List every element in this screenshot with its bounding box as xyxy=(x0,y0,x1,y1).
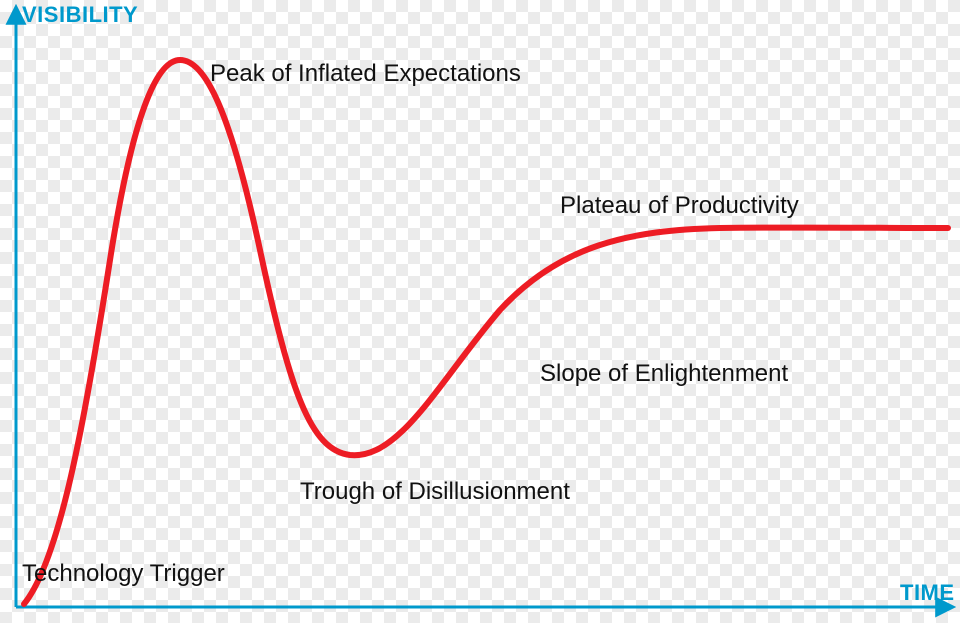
label-trough-disillusionment: Trough of Disillusionment xyxy=(300,478,570,506)
label-slope-enlightenment: Slope of Enlightenment xyxy=(540,360,788,388)
y-axis-label: VISIBILITY xyxy=(22,2,138,28)
label-plateau-productivity: Plateau of Productivity xyxy=(560,192,799,220)
plot-svg xyxy=(0,0,960,623)
hype-cycle-diagram: VISIBILITY TIME Technology Trigger Peak … xyxy=(0,0,960,623)
label-technology-trigger: Technology Trigger xyxy=(22,560,225,588)
label-peak-inflated-expectations: Peak of Inflated Expectations xyxy=(210,60,521,88)
x-axis-label: TIME xyxy=(900,580,955,606)
hype-curve xyxy=(24,60,948,604)
